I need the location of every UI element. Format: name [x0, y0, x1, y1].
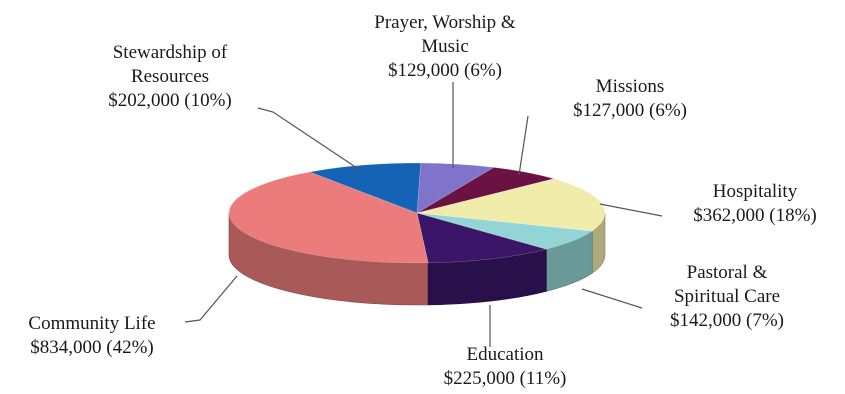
pie-slice-pastoral-spiritual-care — [416, 212, 593, 250]
leader-line-pastoral-spiritual-care — [581, 288, 643, 309]
pie-slice-community-life — [228, 171, 429, 264]
slice-label-prayer-worship-music: Prayer, Worship & Music $129,000 (6%) — [374, 12, 516, 81]
leader-lines — [184, 82, 663, 347]
leader-line-stewardship-of-resources — [257, 107, 361, 171]
pie-slice-missions — [416, 167, 555, 214]
pie-side-layer — [228, 212, 606, 306]
pie-top-layer — [228, 162, 606, 264]
pie-slice-hospitality — [416, 178, 606, 232]
pie-slice-education — [416, 212, 548, 264]
leader-line-missions — [518, 115, 529, 176]
slice-label-hospitality: Hospitality $362,000 (18%) — [693, 181, 816, 226]
pie-slice-prayer-worship-music — [416, 162, 495, 214]
slice-label-education: Education $225,000 (11%) — [444, 344, 567, 389]
slice-label-community-life: Community Life $834,000 (42%) — [28, 313, 155, 358]
pie-slice-stewardship-of-resources — [308, 162, 422, 214]
slice-label-missions: Missions $127,000 (6%) — [573, 76, 687, 121]
slice-label-stewardship-of-resources: Stewardship of Resources $202,000 (10%) — [108, 42, 231, 111]
slice-label-pastoral-spiritual-care: Pastoral & Spiritual Care $142,000 (7%) — [670, 262, 784, 331]
slice-labels: Prayer, Worship & Music $129,000 (6%) Missi… — [28, 12, 816, 389]
leader-line-hospitality — [599, 203, 663, 217]
leader-line-community-life — [184, 275, 238, 323]
